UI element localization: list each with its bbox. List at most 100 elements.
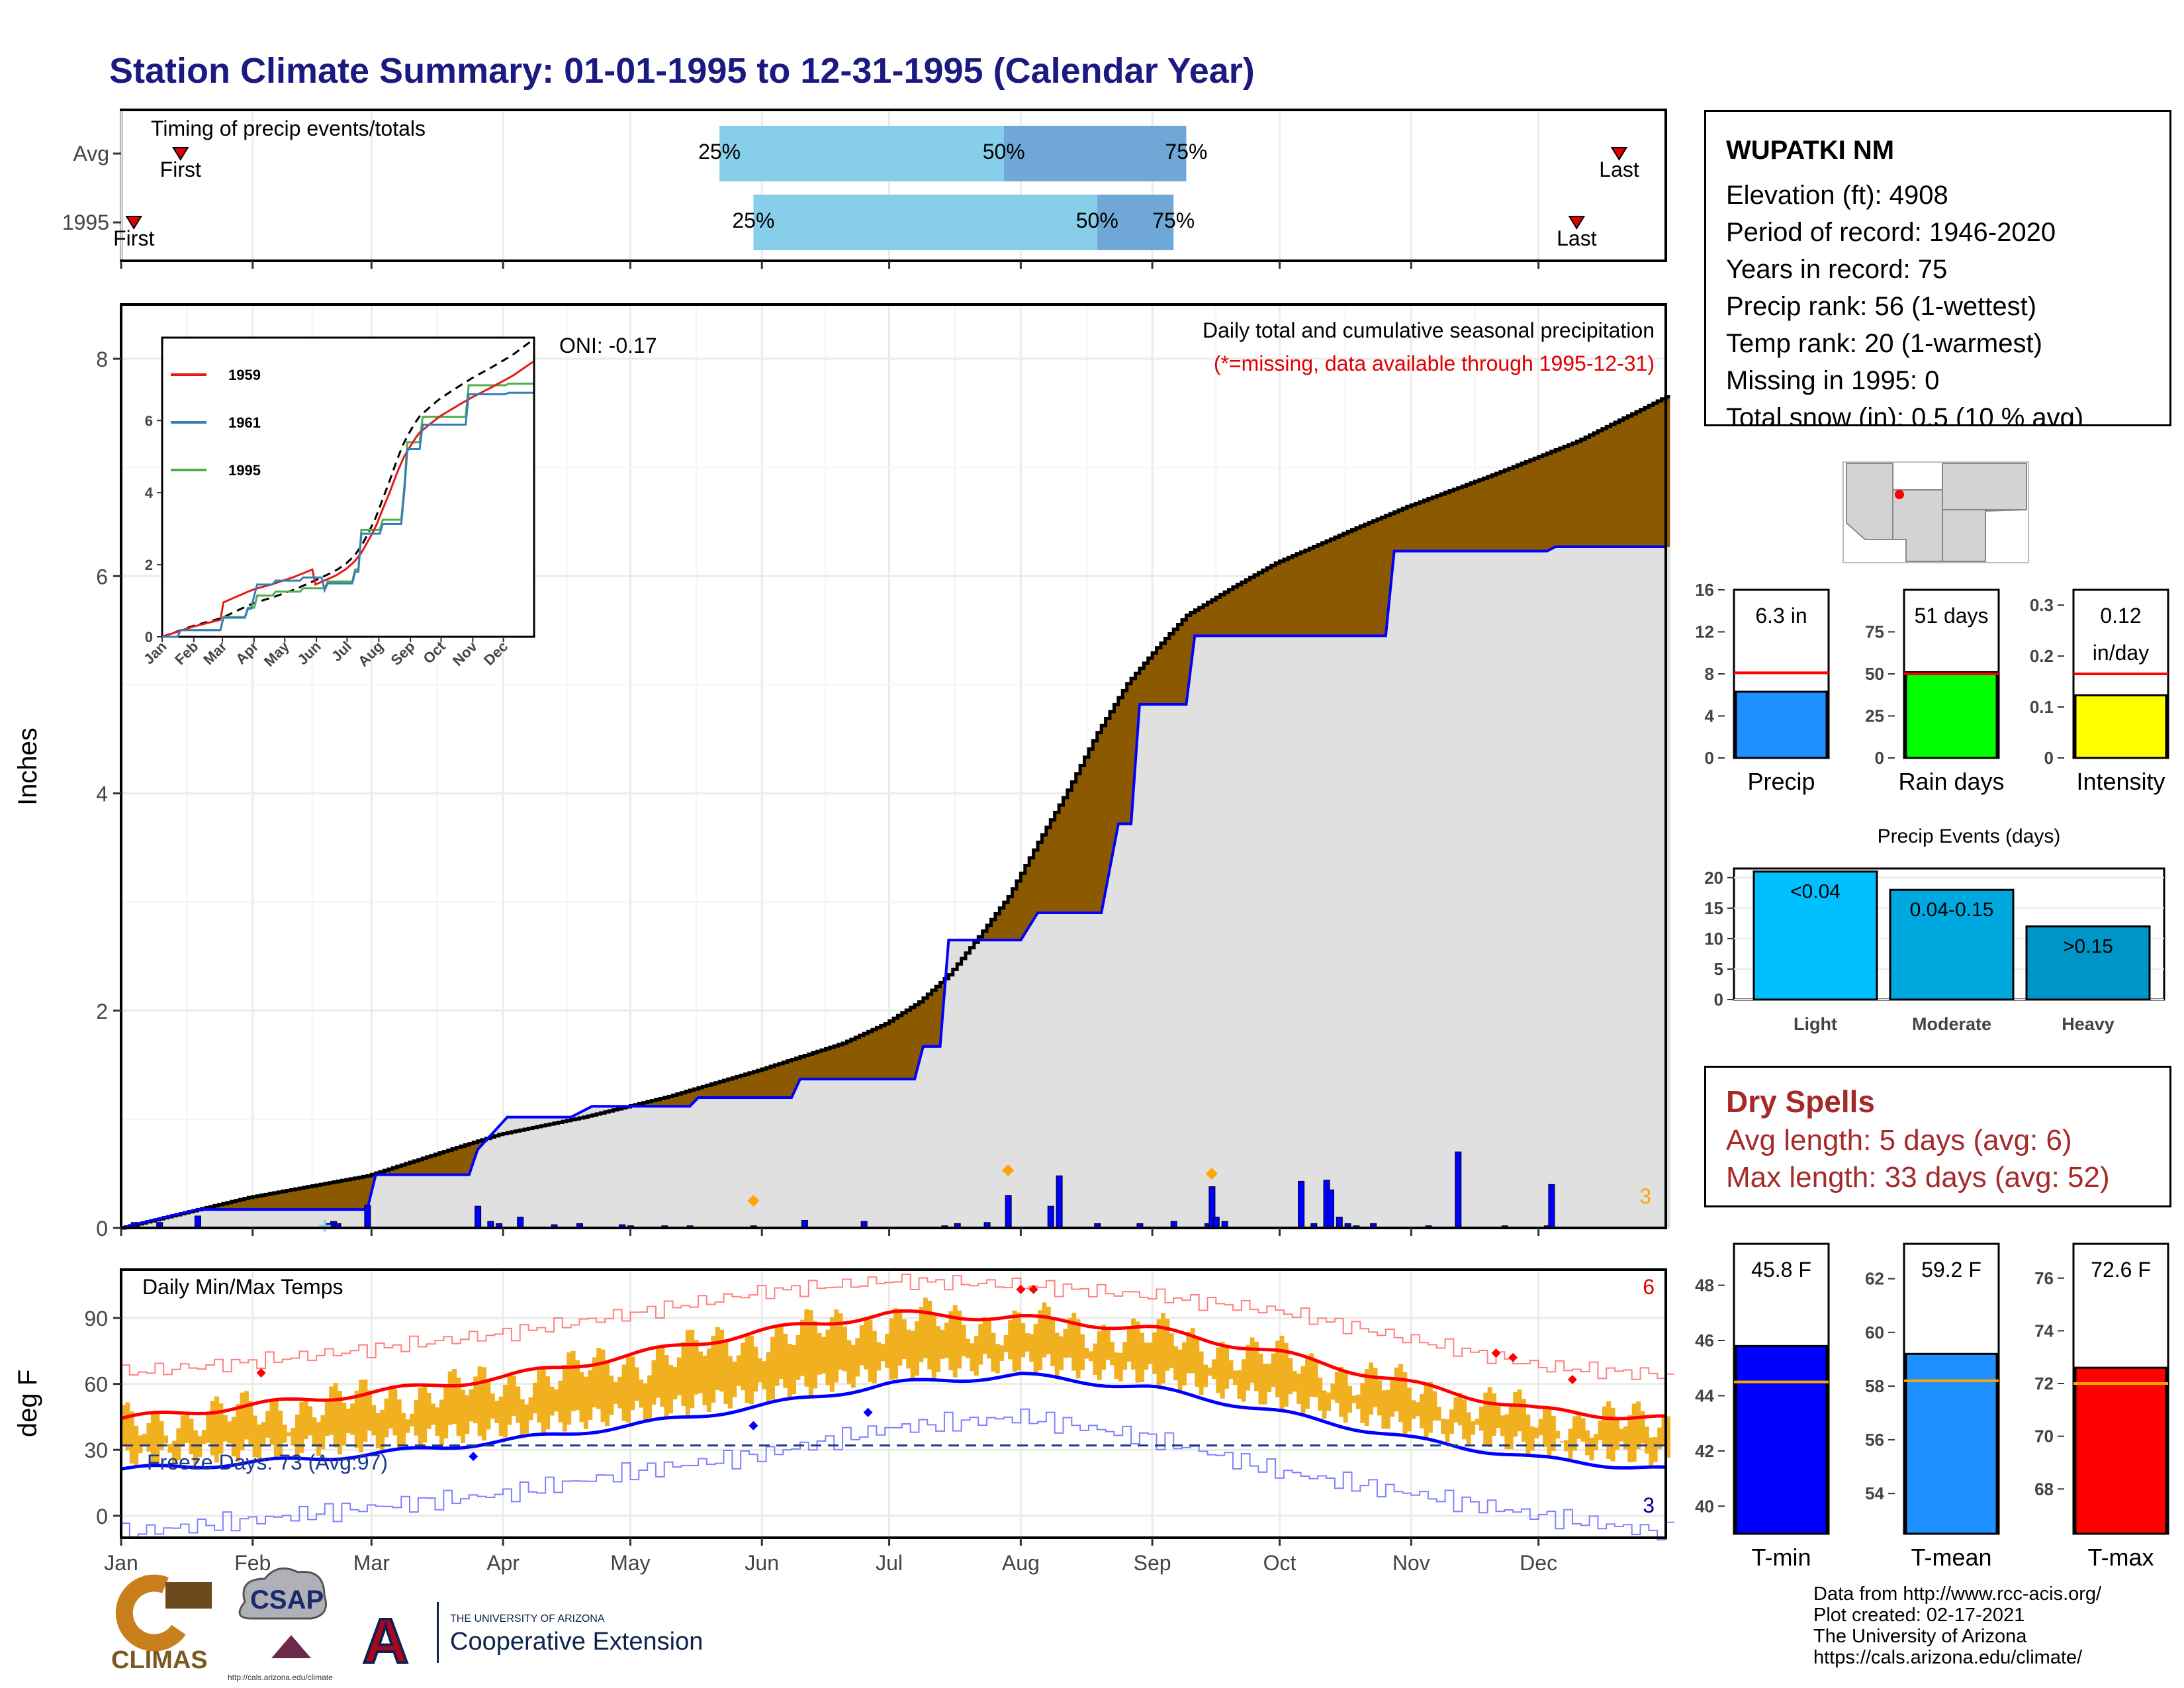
station-location-dot bbox=[1895, 490, 1904, 499]
mini-rain-days-y-tick-label: 0 bbox=[1875, 748, 1884, 768]
t-max-y-tick-label: 72 bbox=[2034, 1374, 2054, 1393]
daily-temp-bar bbox=[477, 1366, 482, 1436]
daily-temp-bar bbox=[1267, 1363, 1272, 1393]
daily-temp-bar bbox=[1479, 1406, 1484, 1431]
daily-temp-bar bbox=[324, 1400, 330, 1436]
t-mean-y-tick-label: 58 bbox=[1865, 1376, 1884, 1396]
daily-temp-bar bbox=[1258, 1353, 1263, 1405]
daily-temp-bar bbox=[944, 1323, 949, 1358]
daily-temp-bar bbox=[1585, 1430, 1590, 1456]
daily-temp-bar bbox=[609, 1376, 614, 1415]
daily-temp-bar bbox=[537, 1370, 542, 1423]
inset-frame bbox=[161, 336, 535, 638]
daily-temp-bar bbox=[1122, 1342, 1128, 1370]
credits: Data from http://www.rcc-acis.org/ Plot … bbox=[1813, 1583, 2101, 1668]
inset-legend-label: 1961 bbox=[228, 414, 261, 431]
daily-temp-bar bbox=[838, 1313, 843, 1370]
daily-temp-bar bbox=[316, 1422, 321, 1456]
daily-temp-bar bbox=[745, 1334, 750, 1403]
daily-temp-bar bbox=[1666, 1416, 1670, 1458]
month-tick-label: Jul bbox=[876, 1551, 903, 1575]
daily-temp-bar bbox=[299, 1401, 304, 1453]
daily-temp-bar bbox=[1606, 1401, 1612, 1459]
daily-temp-bar bbox=[685, 1330, 690, 1415]
daily-temp-bar bbox=[864, 1317, 869, 1370]
daily-temp-bar bbox=[1199, 1351, 1204, 1395]
daily-temp-bar bbox=[961, 1325, 966, 1356]
daily-temp-bar bbox=[885, 1333, 890, 1368]
daily-temp-bar bbox=[388, 1388, 393, 1429]
daily-temp-bar bbox=[1309, 1353, 1314, 1397]
timing-label-50: 50% bbox=[1076, 209, 1118, 232]
record-high-marker bbox=[1028, 1284, 1038, 1294]
daily-temp-bar bbox=[371, 1405, 377, 1436]
first-event-label: First bbox=[113, 226, 154, 250]
daily-temp-bar bbox=[541, 1368, 546, 1434]
daily-temp-bar bbox=[1436, 1407, 1441, 1421]
daily-temp-bar bbox=[214, 1396, 219, 1463]
daily-temp-bar bbox=[931, 1313, 936, 1379]
t-max-y-tick-label: 76 bbox=[2034, 1268, 2054, 1288]
daily-temp-bar bbox=[1224, 1347, 1230, 1389]
daily-temp-bar bbox=[1661, 1417, 1666, 1446]
daily-temp-bar bbox=[1042, 1302, 1047, 1358]
daily-temp-bar bbox=[634, 1367, 639, 1401]
daily-precip-bar bbox=[1298, 1180, 1305, 1229]
daily-temp-bar bbox=[447, 1371, 453, 1425]
daily-temp-bar bbox=[1105, 1329, 1111, 1360]
daily-temp-bar bbox=[1428, 1382, 1433, 1433]
daily-temp-bar bbox=[269, 1401, 275, 1445]
daily-temp-bar bbox=[672, 1367, 678, 1400]
timing-label-75: 75% bbox=[1165, 140, 1207, 164]
daily-temp-bar bbox=[1644, 1427, 1649, 1454]
month-x-axis: Jan Feb Mar Apr May Jun Jul Aug Sep Oct Nov Dec bbox=[104, 261, 1557, 1575]
avg-max-line bbox=[120, 1309, 1666, 1421]
ua-big-text: Cooperative Extension bbox=[450, 1628, 703, 1656]
daily-temp-bar bbox=[1334, 1372, 1340, 1403]
daily-temp-bar bbox=[1297, 1374, 1302, 1404]
daily-temp-bar bbox=[1355, 1394, 1361, 1409]
daily-temp-bar bbox=[1462, 1399, 1467, 1440]
precip-frame bbox=[120, 303, 1667, 1229]
daily-temp-bar bbox=[414, 1399, 419, 1436]
daily-temp-bar bbox=[295, 1414, 300, 1457]
daily-temp-bar bbox=[715, 1327, 720, 1390]
daily-temp-bar bbox=[660, 1346, 665, 1407]
mini-intensity-bar bbox=[2074, 694, 2167, 759]
events-bar bbox=[2025, 925, 2151, 1001]
precip-area bbox=[120, 395, 1670, 1230]
temp-y-tick-label: 30 bbox=[84, 1438, 108, 1462]
daily-temp-bar bbox=[1012, 1310, 1017, 1372]
daily-temp-bar bbox=[639, 1380, 644, 1408]
daily-temp-bar bbox=[150, 1413, 156, 1464]
daily-temp-bar bbox=[1139, 1333, 1144, 1382]
month-tick-label: Feb bbox=[234, 1551, 271, 1575]
daily-temp-bar bbox=[1075, 1319, 1081, 1379]
month-tick-label: Jun bbox=[745, 1551, 779, 1575]
temp-bar-charts: 40 42 44 46 48 45.8 F T-min 54 56 58 60 62 59.2 F T-m… bbox=[1695, 1243, 2169, 1571]
daily-temp-bar bbox=[974, 1336, 979, 1376]
daily-temp-bar bbox=[592, 1357, 597, 1408]
daily-temp-bar bbox=[995, 1344, 1000, 1374]
daily-temp-bar bbox=[1203, 1364, 1208, 1387]
daily-temp-bar bbox=[1207, 1367, 1212, 1376]
daily-temp-bar bbox=[1373, 1368, 1378, 1407]
daily-temp-bar bbox=[1627, 1415, 1633, 1463]
daily-temp-bar bbox=[850, 1344, 856, 1388]
daily-temp-bar bbox=[1322, 1390, 1327, 1419]
daily-temp-bar bbox=[206, 1415, 211, 1443]
freeze-days-label: Freeze Days: 73 (Avg:97) bbox=[147, 1450, 388, 1474]
temp-content bbox=[120, 1273, 1674, 1541]
daily-temp-bar bbox=[1156, 1319, 1161, 1387]
page-title: Station Climate Summary: 01-01-1995 to 1… bbox=[109, 51, 1255, 91]
daily-temp-bar bbox=[1538, 1419, 1543, 1436]
daily-temp-bar bbox=[524, 1404, 529, 1434]
daily-temp-bar bbox=[193, 1430, 198, 1464]
daily-temp-bar bbox=[1114, 1352, 1119, 1380]
month-tick-label: Mar bbox=[353, 1551, 390, 1575]
daily-temp-bar bbox=[312, 1417, 317, 1447]
daily-temp-bar bbox=[1144, 1342, 1149, 1370]
daily-temp-bar bbox=[345, 1408, 351, 1434]
daily-precip-bar bbox=[364, 1205, 371, 1229]
daily-temp-bar bbox=[171, 1440, 177, 1464]
